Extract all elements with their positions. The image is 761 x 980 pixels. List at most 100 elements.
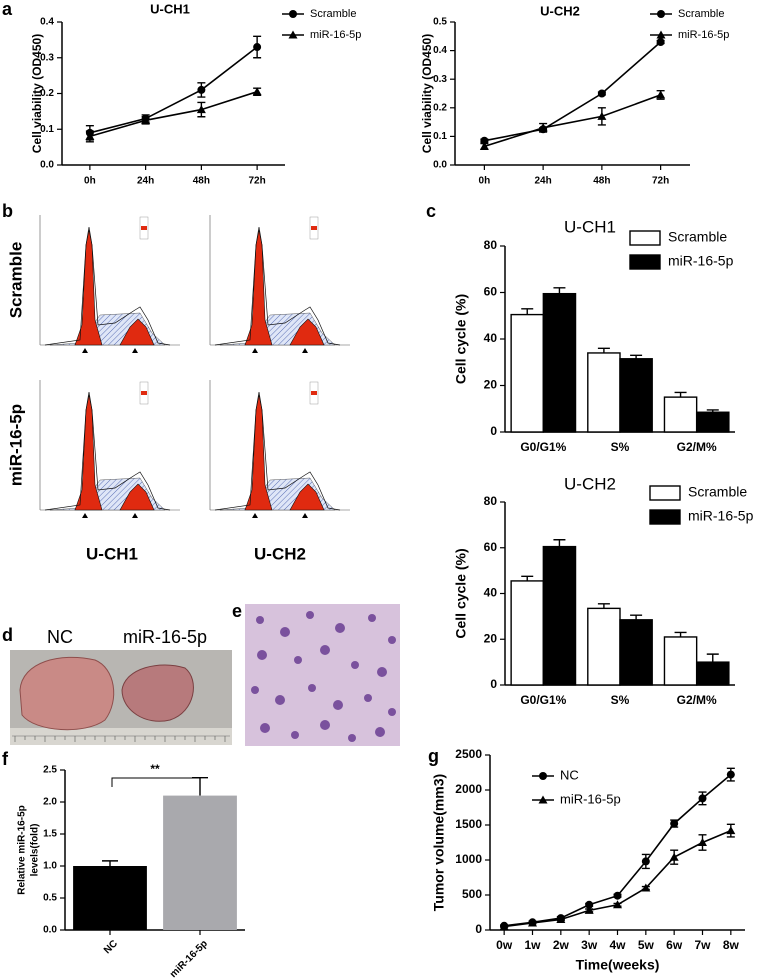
x-tick-label: 24h (137, 176, 154, 187)
x-tick-label: 2w (553, 938, 570, 952)
x-tick-label: 24h (535, 176, 552, 187)
legend-marker (538, 795, 548, 804)
x-tick-label: 72h (652, 176, 669, 187)
y-tick-label: 2500 (455, 747, 482, 761)
marker (584, 905, 594, 914)
y-tick-label: 0.1 (433, 131, 447, 142)
x-tick-label: 48h (593, 176, 610, 187)
y-tick-label: 20 (484, 378, 498, 392)
panel-label: c (426, 201, 436, 221)
error-bar (597, 603, 610, 609)
legend-label: miR-16-5p (668, 253, 734, 269)
bar (695, 661, 730, 686)
column-label: U-CH1 (86, 544, 138, 563)
bar (542, 292, 577, 433)
error-bar (630, 614, 643, 620)
y-tick-label: 0.5 (433, 17, 447, 28)
y-tick-label: 0.1 (40, 124, 54, 135)
legend-label: miR-16-5p (560, 791, 621, 806)
marker (141, 115, 151, 124)
photo-label: miR-16-5p (123, 627, 207, 647)
y-axis-label: Cell viability (OD450) (30, 34, 44, 153)
series-line (484, 94, 661, 148)
y-axis-label: levels(fold) (30, 824, 41, 877)
y-tick-label: 0 (490, 424, 497, 438)
marker (656, 38, 665, 47)
marker (656, 90, 666, 99)
y-tick-label: 20 (484, 631, 498, 645)
panel-label: a (2, 0, 13, 19)
photo-label: NC (47, 627, 73, 647)
legend-swatch (649, 509, 681, 525)
series-line (484, 41, 662, 142)
legend-label: Scramble (668, 229, 727, 245)
error-bar (706, 653, 719, 663)
y-axis-label: Cell cycle (%) (453, 294, 469, 384)
legend-label: Scramble (310, 8, 356, 20)
x-tick-label: 48h (193, 176, 210, 187)
row-label: Scramble (6, 242, 25, 319)
marker (556, 915, 566, 923)
marker (698, 794, 707, 803)
y-tick-label: 1.5 (43, 829, 57, 840)
x-tick-label: 0h (479, 176, 491, 187)
x-tick-label: G0/G1% (520, 693, 566, 707)
marker (613, 900, 622, 909)
y-tick-label: 60 (484, 540, 498, 554)
y-tick-label: 40 (484, 331, 498, 345)
bar (619, 358, 653, 433)
x-tick-label: 4w (609, 938, 626, 952)
x-axis-label: Time(weeks) (576, 957, 660, 973)
y-tick-label: 0.3 (40, 52, 54, 63)
marker (479, 141, 489, 150)
y-tick-label: 0.3 (433, 74, 447, 85)
legend-label: miR-16-5p (688, 508, 754, 524)
bar (663, 396, 698, 433)
bar (542, 545, 577, 686)
x-tick-label: 7w (694, 938, 711, 952)
y-tick-label: 2.5 (43, 765, 57, 776)
marker (698, 838, 707, 846)
x-tick-label: S% (611, 440, 630, 454)
bar (163, 795, 237, 930)
legend-marker (289, 10, 297, 18)
bar (587, 352, 621, 433)
marker (726, 770, 735, 779)
marker (538, 123, 548, 132)
x-tick-label: 72h (249, 176, 266, 187)
marker (597, 89, 606, 98)
y-tick-label: 0.0 (43, 925, 57, 936)
legend-marker (656, 30, 666, 39)
bar (510, 313, 545, 433)
legend-label: miR-16-5p (678, 29, 729, 41)
error-bar (102, 860, 118, 866)
y-axis-label: Cell cycle (%) (453, 548, 469, 638)
marker (499, 922, 509, 930)
series-line (89, 90, 258, 138)
y-tick-label: 0 (490, 677, 497, 691)
y-axis-label: Relative miR-16-5p (17, 805, 28, 894)
chart-title: U-CH1 (150, 1, 190, 16)
y-tick-label: 80 (484, 494, 498, 508)
y-axis-label: Tumor volume(mm3) (431, 774, 447, 911)
y-tick-label: 40 (484, 586, 498, 600)
panel-label: e (232, 601, 242, 621)
bar (619, 619, 653, 686)
x-tick-label: 1w (524, 938, 541, 952)
legend-label: miR-16-5p (310, 29, 361, 41)
error-bar (521, 575, 534, 581)
row-label: miR-16-5p (6, 404, 25, 486)
x-tick-label: 5w (638, 938, 655, 952)
error-bar (597, 347, 610, 353)
bar (695, 411, 730, 433)
x-tick-label: 3w (581, 938, 598, 952)
error-bar (553, 539, 566, 547)
bar (587, 607, 621, 686)
error-bar (553, 287, 566, 294)
y-tick-label: 0 (475, 922, 482, 936)
error-bar (521, 308, 534, 315)
chart-title: U-CH2 (540, 3, 580, 18)
panel-label: d (2, 625, 13, 645)
chart-title: U-CH1 (564, 217, 616, 236)
x-tick-label: 0h (84, 176, 96, 187)
